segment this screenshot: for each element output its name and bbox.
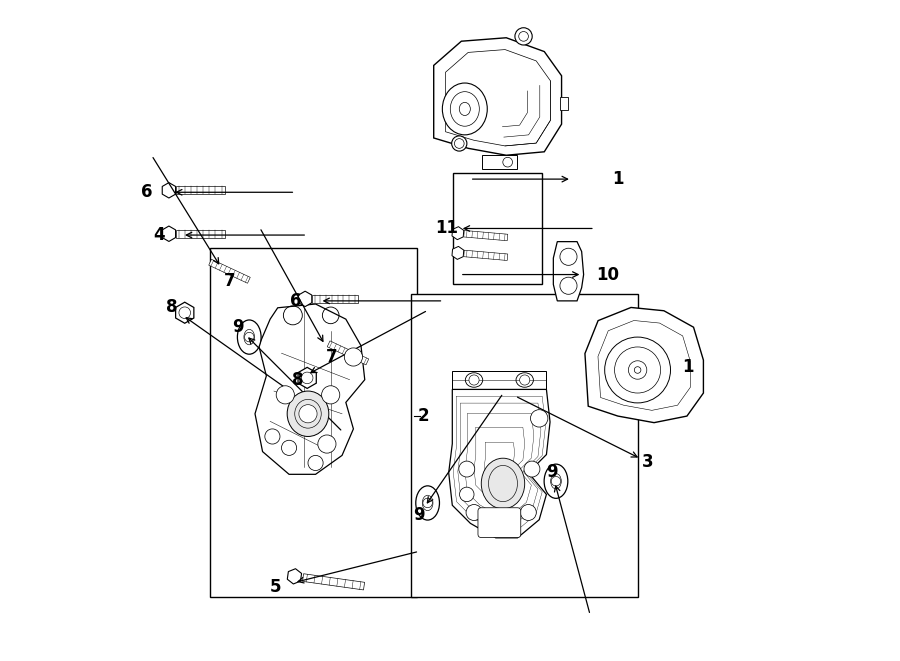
Text: 8: 8 [292, 371, 303, 389]
Polygon shape [464, 251, 508, 260]
Circle shape [530, 410, 548, 427]
Circle shape [179, 307, 191, 319]
Circle shape [560, 249, 577, 265]
Circle shape [282, 440, 297, 455]
Polygon shape [287, 568, 302, 584]
Polygon shape [554, 242, 583, 301]
Polygon shape [449, 389, 550, 538]
Ellipse shape [452, 136, 467, 151]
Text: 6: 6 [290, 292, 302, 310]
Text: 9: 9 [413, 506, 425, 524]
Circle shape [459, 461, 474, 477]
FancyBboxPatch shape [478, 508, 521, 537]
Text: 7: 7 [326, 348, 338, 366]
Text: 1: 1 [682, 358, 694, 375]
Text: 7: 7 [224, 272, 235, 290]
Circle shape [469, 375, 479, 385]
Bar [410, 294, 637, 597]
Polygon shape [464, 231, 508, 241]
Text: 3: 3 [642, 453, 653, 471]
Polygon shape [452, 247, 464, 259]
Text: 9: 9 [546, 463, 558, 481]
Polygon shape [311, 295, 358, 303]
Polygon shape [434, 38, 562, 155]
Text: 9: 9 [232, 318, 244, 336]
Circle shape [520, 504, 536, 520]
Ellipse shape [634, 367, 641, 373]
Text: 8: 8 [166, 299, 177, 317]
Circle shape [460, 487, 474, 502]
Polygon shape [162, 226, 176, 241]
Polygon shape [585, 307, 704, 422]
Text: 1: 1 [612, 170, 624, 188]
Text: 2: 2 [418, 407, 429, 425]
Polygon shape [482, 155, 517, 169]
Polygon shape [162, 182, 176, 198]
Bar [454, 173, 542, 284]
Text: 11: 11 [436, 219, 458, 237]
Circle shape [551, 477, 561, 486]
Circle shape [302, 372, 313, 383]
Polygon shape [560, 97, 569, 110]
Circle shape [503, 157, 512, 167]
Circle shape [345, 348, 363, 366]
Ellipse shape [482, 458, 525, 509]
Ellipse shape [515, 28, 532, 45]
Text: 4: 4 [153, 226, 165, 244]
Circle shape [299, 405, 317, 423]
Circle shape [423, 498, 432, 508]
Ellipse shape [459, 102, 471, 116]
Polygon shape [453, 371, 546, 389]
Circle shape [524, 461, 540, 477]
Ellipse shape [544, 464, 568, 498]
Circle shape [560, 277, 577, 294]
Polygon shape [176, 186, 225, 194]
Ellipse shape [287, 391, 328, 436]
Text: 5: 5 [270, 578, 282, 596]
Polygon shape [176, 230, 225, 237]
Circle shape [321, 386, 340, 404]
Circle shape [276, 386, 294, 404]
Text: 10: 10 [597, 266, 619, 284]
Polygon shape [302, 574, 365, 590]
Ellipse shape [442, 83, 487, 135]
Polygon shape [255, 304, 365, 475]
Circle shape [308, 455, 323, 471]
Ellipse shape [238, 320, 261, 354]
Bar [210, 249, 417, 597]
Circle shape [245, 332, 254, 342]
Polygon shape [328, 341, 369, 365]
Ellipse shape [416, 486, 439, 520]
Polygon shape [298, 368, 316, 389]
Text: 6: 6 [141, 183, 153, 201]
Polygon shape [299, 292, 311, 307]
Circle shape [318, 435, 336, 453]
Polygon shape [176, 302, 194, 323]
Circle shape [500, 520, 514, 534]
Polygon shape [209, 259, 250, 284]
Circle shape [466, 504, 482, 520]
Circle shape [519, 375, 530, 385]
Polygon shape [452, 227, 464, 240]
Circle shape [265, 429, 280, 444]
